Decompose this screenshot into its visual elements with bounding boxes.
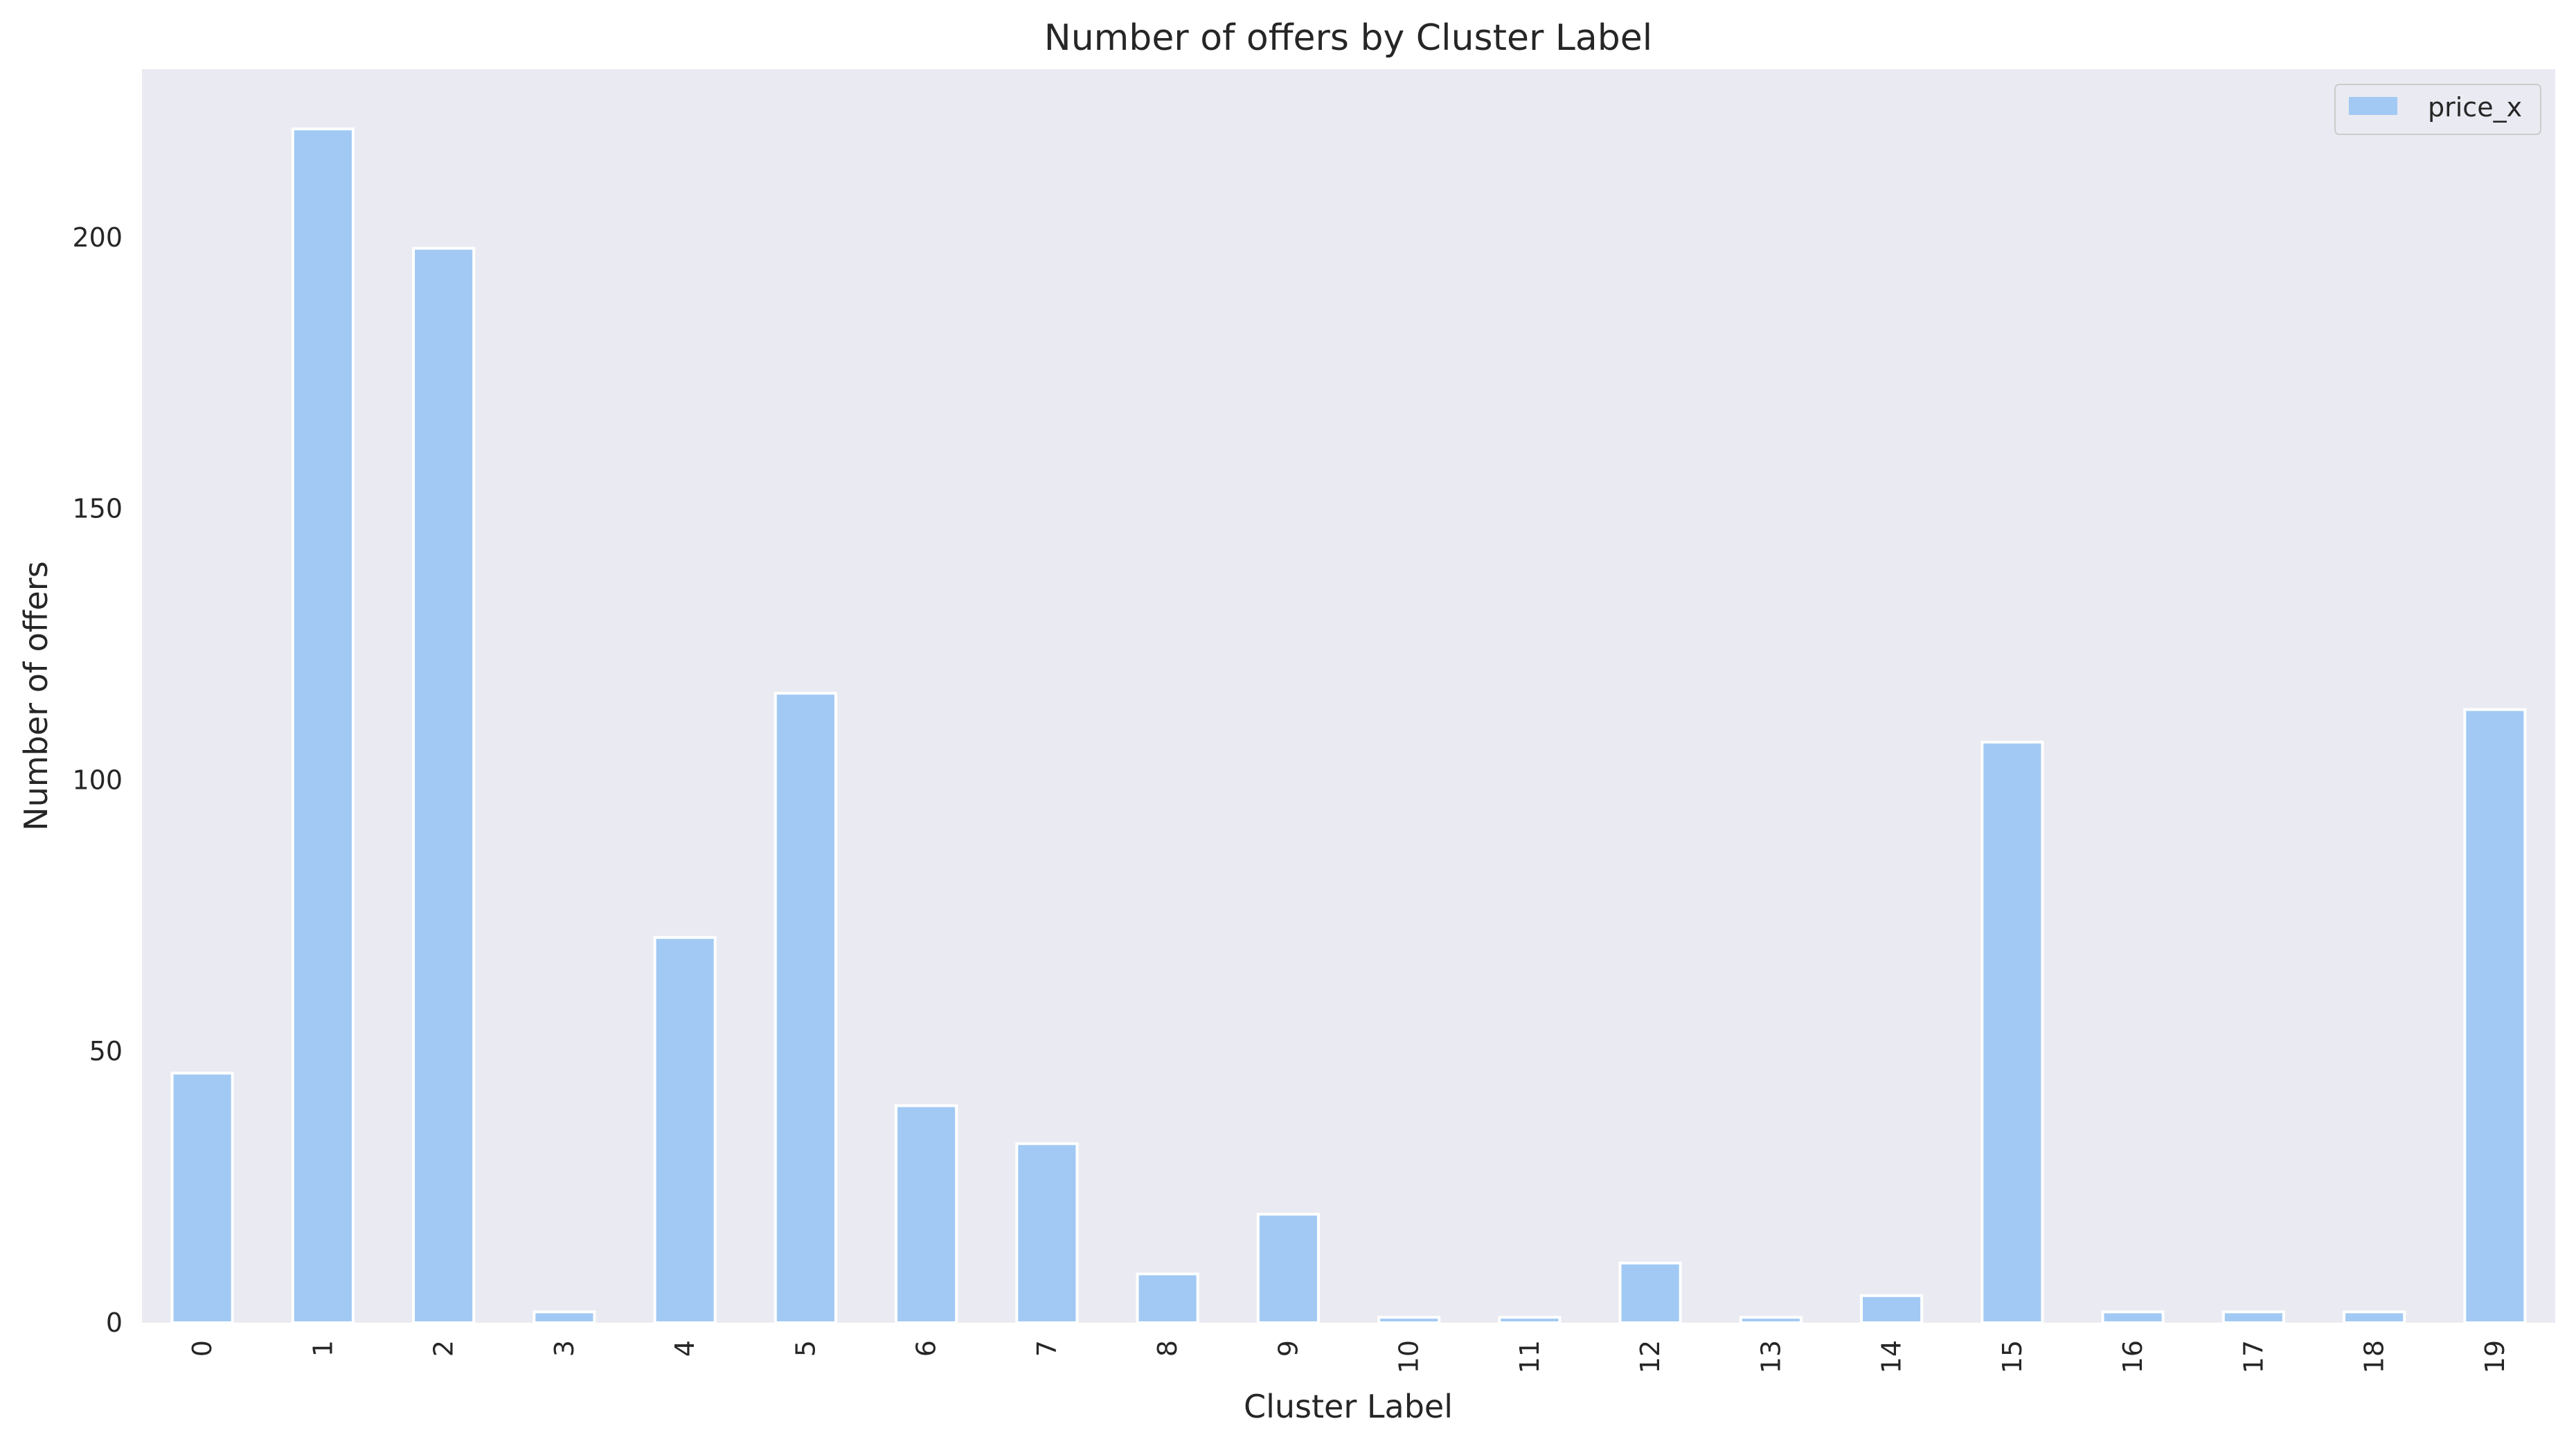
y-tick-label: 200 [72, 222, 123, 253]
bar-cluster-8 [1136, 1272, 1199, 1324]
bar-cluster-14 [1860, 1294, 1924, 1324]
y-tick-label: 100 [72, 765, 123, 795]
x-tick-label: 6 [911, 1340, 942, 1357]
bar-cluster-0 [170, 1071, 234, 1325]
x-tick-label: 8 [1152, 1340, 1183, 1357]
x-tick-label: 3 [549, 1340, 580, 1357]
bars-group [170, 127, 2527, 1325]
legend-entry-price-x: price_x [2428, 92, 2522, 123]
x-axis-ticks: 0 1 2 3 4 5 6 7 8 9 10 11 12 13 14 15 16 17 18 19 [187, 1340, 2510, 1373]
bar-cluster-10 [1377, 1316, 1441, 1325]
bar-cluster-9 [1256, 1213, 1320, 1324]
x-axis-label: Cluster Label [1244, 1388, 1453, 1425]
bar-cluster-3 [533, 1310, 596, 1324]
bar-cluster-2 [412, 247, 476, 1325]
y-tick-label: 0 [106, 1307, 123, 1338]
bar-cluster-1 [291, 127, 355, 1325]
bar-cluster-13 [1739, 1316, 1803, 1325]
x-tick-label: 10 [1394, 1340, 1424, 1373]
x-tick-label: 14 [1877, 1340, 1907, 1373]
x-tick-label: 4 [670, 1340, 700, 1357]
y-axis-ticks: 0 50 100 150 200 [72, 222, 123, 1338]
x-tick-label: 13 [1755, 1340, 1786, 1373]
x-tick-label: 17 [2238, 1340, 2269, 1373]
x-tick-label: 11 [1514, 1340, 1545, 1373]
bar-cluster-11 [1498, 1316, 1562, 1325]
x-tick-label: 12 [1635, 1340, 1665, 1373]
bar-cluster-18 [2343, 1310, 2406, 1324]
x-tick-label: 5 [790, 1340, 821, 1357]
bar-cluster-16 [2101, 1310, 2165, 1324]
legend-swatch [2349, 97, 2397, 115]
bar-cluster-7 [1015, 1142, 1079, 1325]
x-tick-label: 16 [2118, 1340, 2148, 1373]
legend: price_x [2334, 84, 2541, 135]
bar-cluster-15 [1980, 740, 2044, 1324]
x-tick-label: 18 [2359, 1340, 2390, 1373]
x-tick-label: 15 [1997, 1340, 2028, 1373]
x-tick-label: 9 [1273, 1340, 1303, 1357]
x-tick-label: 2 [429, 1340, 459, 1357]
x-tick-label: 7 [1032, 1340, 1062, 1357]
y-axis-label: Number of offers [17, 561, 55, 830]
y-tick-label: 50 [89, 1036, 123, 1066]
bar-cluster-12 [1618, 1261, 1682, 1325]
bar-cluster-4 [653, 936, 717, 1325]
x-tick-label: 1 [307, 1340, 338, 1357]
chart-title: Number of offers by Cluster Label [1044, 17, 1652, 59]
plot-area [142, 69, 2555, 1323]
x-tick-label: 0 [187, 1340, 217, 1357]
bar-cluster-6 [895, 1104, 958, 1324]
bar-cluster-17 [2221, 1310, 2285, 1324]
x-tick-label: 19 [2480, 1340, 2510, 1373]
bar-cluster-5 [773, 692, 837, 1324]
bar-cluster-19 [2463, 708, 2527, 1324]
y-tick-label: 150 [72, 494, 123, 524]
